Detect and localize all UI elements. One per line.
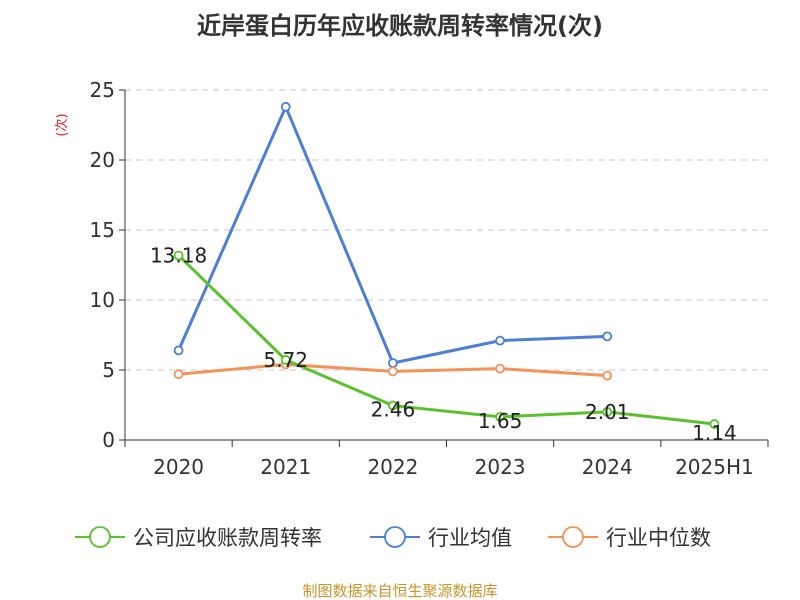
data-point [495,363,505,374]
axes: 0 5 10 15 20 25 2020 2021 2022 2023 2024 2025H1 [90,78,769,479]
data-label: 2.01 [585,400,630,424]
series-line [177,254,715,426]
x-tick-label: 2025H1 [675,455,754,479]
data-point [602,331,613,342]
y-tick-label: 20 [90,148,115,172]
source-note: 制图数据来自恒生聚源数据库 [302,582,497,600]
legend-label: 公司应收账款周转率 [133,526,322,550]
data-label: 2.46 [371,398,416,422]
series-lines [173,101,720,429]
data-point [388,366,398,377]
data-label: 1.14 [692,421,737,445]
chart-title: 近岸蛋白历年应收账款周转率情况(次) [197,12,603,40]
data-point [280,101,291,112]
data-point [173,369,184,380]
series-line [177,105,608,365]
data-point [495,335,505,346]
x-tick-label: 2021 [260,455,311,479]
gridlines [125,89,768,371]
legend-label: 行业中位数 [606,526,711,550]
legend-marker [384,526,406,548]
data-point [495,411,505,422]
y-axis-label: (次) [54,113,70,136]
y-tick-label: 5 [102,358,115,382]
data-point [388,400,398,411]
y-tick-label: 10 [90,288,115,312]
x-tick-label: 2023 [475,455,526,479]
y-tick-label: 0 [102,428,115,452]
data-point [173,345,184,356]
data-point [602,406,613,417]
data-point [388,358,398,368]
data-label: 13.18 [150,243,207,267]
legend: 公司应收账款周转率 行业均值 行业中位数 [75,526,711,550]
data-label: 5.72 [263,348,308,372]
legend-label: 行业均值 [428,526,512,550]
data-point [280,355,291,365]
data-label: 1.65 [478,409,523,433]
data-point [709,419,720,429]
legend-marker [562,526,584,548]
legend-marker [89,526,111,548]
y-tick-label: 15 [90,218,115,242]
x-tick-label: 2024 [582,455,633,479]
y-tick-label: 25 [90,78,115,102]
x-tick-label: 2020 [153,455,204,479]
data-point [602,370,613,381]
data-labels: 13.18 5.72 2.46 1.65 2.01 1.14 [150,243,737,445]
data-point [173,250,184,261]
x-tick-label: 2022 [367,455,418,479]
